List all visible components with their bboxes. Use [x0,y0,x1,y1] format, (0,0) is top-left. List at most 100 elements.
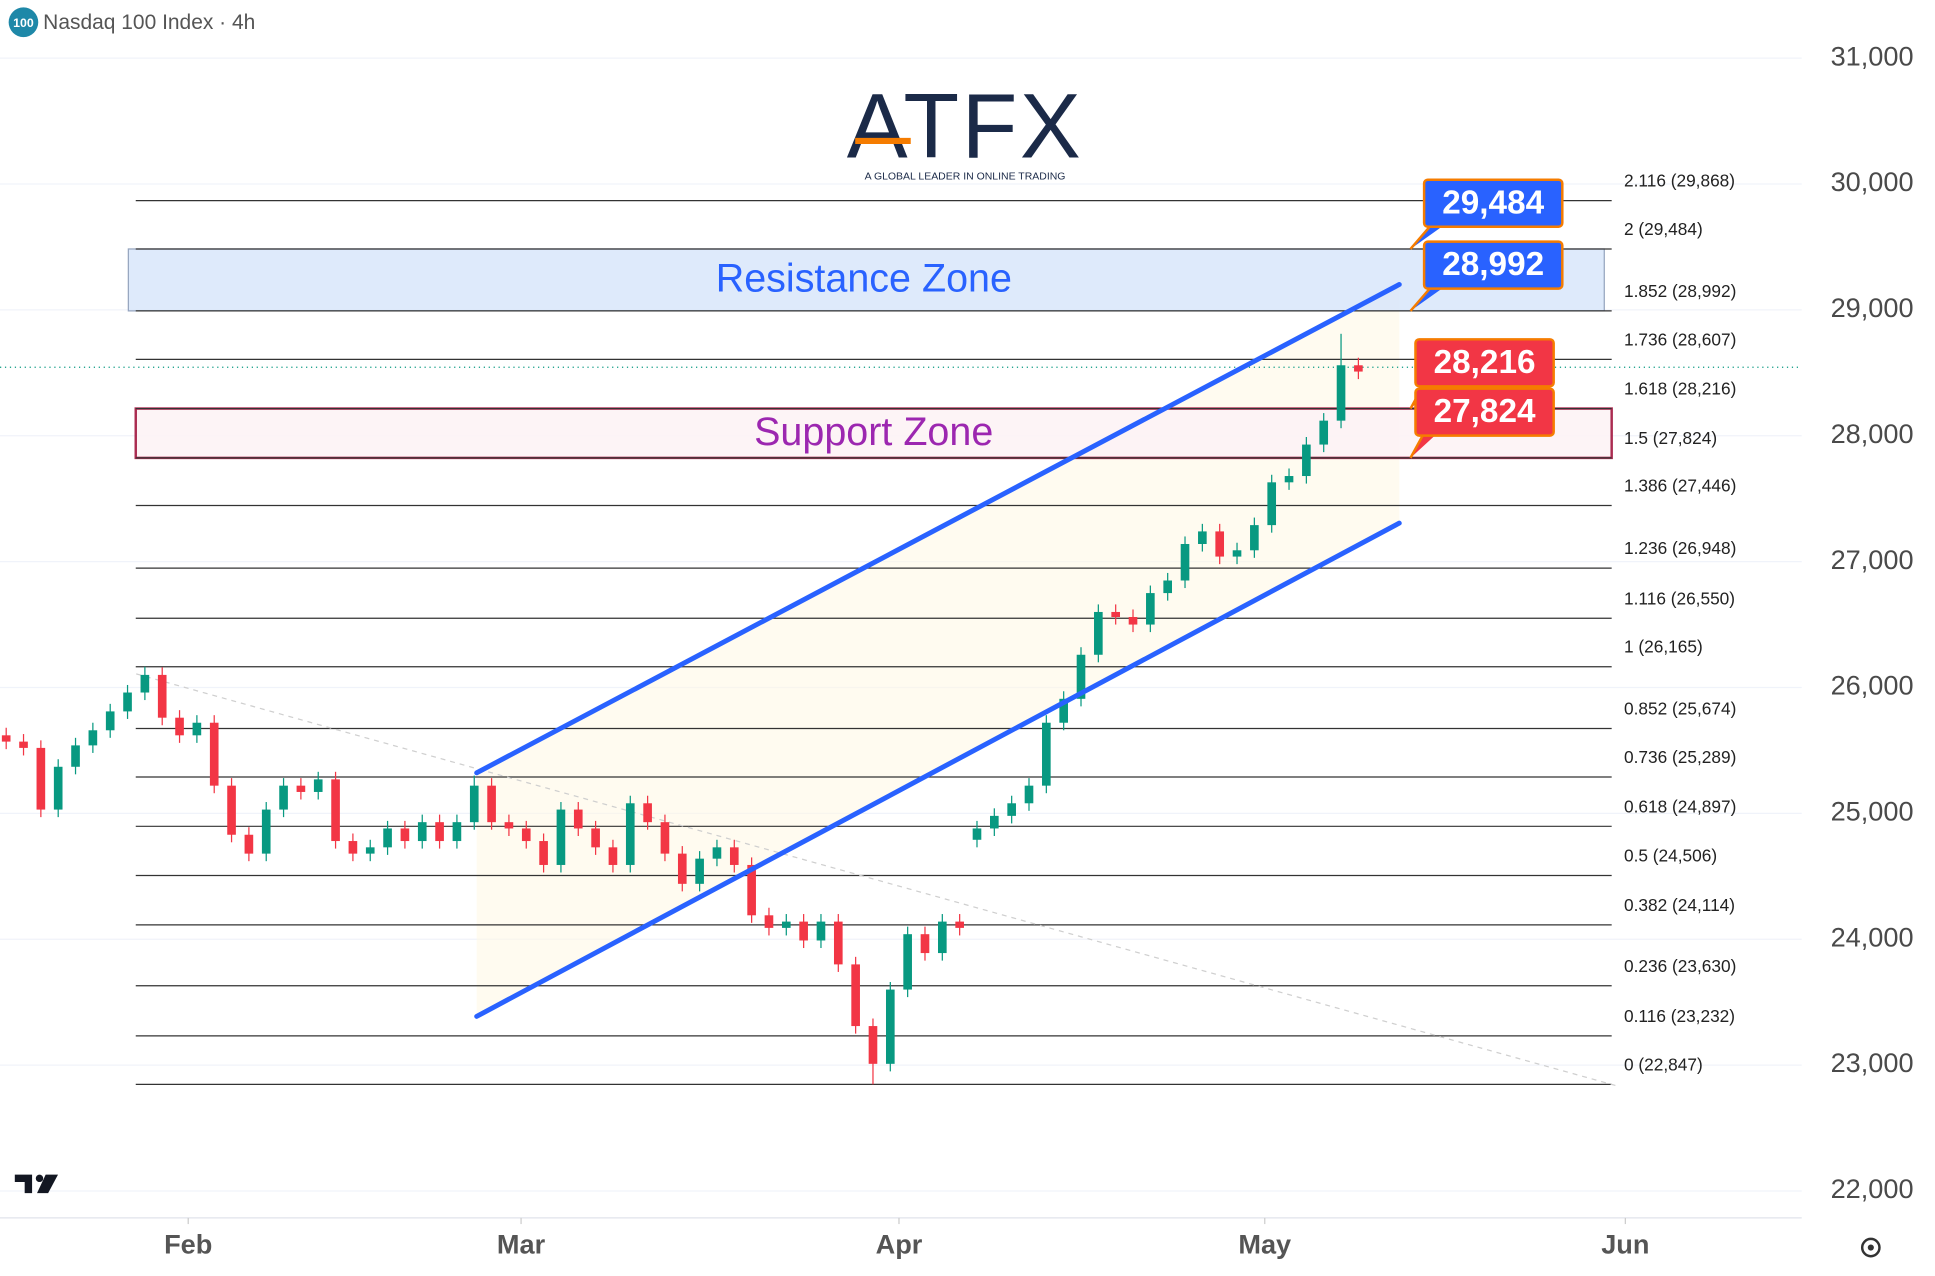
channel-line [474,281,1402,776]
candle-body [365,847,375,854]
y-tick-label: 22,000 [1831,1173,1914,1204]
channel-line [474,520,1402,1019]
settings-icon[interactable] [1860,1237,1881,1258]
candle-body [1354,365,1363,372]
candle-body [1232,550,1242,557]
candle-body [331,779,340,842]
fib-label: 0.382 (24,114) [1624,895,1735,915]
candle-body [1076,654,1086,699]
fib-label: 1.5 (27,824) [1624,428,1717,448]
candle-body [1198,531,1207,544]
candle-body [799,921,808,941]
logo-tagline: A GLOBAL LEADER IN ONLINE TRADING [865,172,1066,183]
fib-label: 0.5 (24,506) [1624,846,1717,866]
candle-body [296,785,306,792]
y-tick-label: 27,000 [1831,544,1914,575]
candle-body [1007,803,1016,816]
candle-body [608,847,618,865]
candle-body [1111,611,1120,617]
candle-body [591,828,600,848]
candle-body [1146,593,1155,625]
y-tick-label: 25,000 [1831,796,1914,827]
candle-body [452,822,462,842]
candle-body [955,921,964,928]
candle-body [868,1026,878,1064]
candle-body [279,785,288,810]
zone [134,407,1613,460]
candle-body [435,822,444,842]
candle-body [1024,785,1034,804]
tv-logo [14,1174,59,1194]
callout-box [1422,178,1564,228]
x-tick-label: Apr [876,1228,923,1259]
candle-body [1094,611,1103,655]
callout-label: 27,824 [1434,393,1536,430]
candle-body [1163,580,1173,594]
candle-body [1336,365,1346,421]
candle-body [1059,698,1068,723]
candle-body [920,934,930,954]
callout-box [1422,240,1564,290]
candle-body [573,809,583,829]
candle-body [487,785,496,823]
fib-label: 1.236 (26,948) [1624,538,1736,558]
candle-body [71,745,80,767]
chart-title: Nasdaq 100 Index · 4h [43,11,255,34]
candle-body [729,847,739,865]
candle-body [348,841,358,854]
fib-label: 0.618 (24,897) [1624,796,1736,816]
candle-body [123,692,132,712]
fib-label: 1 (26,165) [1624,637,1703,657]
x-tick-label: May [1238,1228,1291,1259]
candle-body [1,735,11,742]
candle-body [764,915,774,928]
candle-body [504,822,514,829]
candle-body [1319,420,1329,445]
y-tick-label: 26,000 [1831,670,1914,701]
candle-body [36,747,46,810]
candle-body [105,711,115,731]
fib-label: 0.736 (25,289) [1624,747,1736,767]
candle-body [521,828,531,842]
candle-body [53,766,63,810]
candle-body [643,803,652,823]
y-tick-label: 29,000 [1831,292,1914,323]
candle-body [1267,482,1277,526]
candle-body [781,921,791,928]
candle-body [1284,476,1294,483]
candle-body [261,809,271,854]
candle-body [1180,543,1190,581]
y-tick-label: 23,000 [1831,1047,1914,1078]
fib-label: 0 (22,847) [1624,1054,1703,1074]
candle-body [192,722,202,736]
candle-body [19,741,28,748]
candle-body [747,864,756,916]
fib-label: 1.386 (27,446) [1624,475,1736,495]
candle-body [209,722,219,786]
fib-label: 1.116 (26,550) [1624,588,1735,608]
y-tick-label: 30,000 [1831,166,1914,197]
candle-body [833,921,843,965]
fib-label: 2 (29,484) [1624,219,1703,239]
candle-body [539,841,548,865]
fib-label: 2.116 (29,868) [1624,171,1735,191]
candle-body [175,717,184,736]
candle-body [885,989,895,1064]
candle-body [851,964,860,1027]
candle-body [903,934,912,990]
callout-box [1414,387,1555,437]
x-tick-label: Jun [1601,1228,1649,1259]
candle-body [712,847,722,859]
callout-label: 29,484 [1442,184,1544,221]
x-tick-label: Feb [164,1228,212,1259]
zone-label: Resistance Zone [716,257,1012,301]
candle-body [400,828,410,842]
callout-box [1414,338,1555,388]
candle-body [660,822,670,854]
fib-label: 0.852 (25,674) [1624,699,1736,719]
candle-body [469,785,479,823]
candle-body [556,809,566,865]
candle-body [695,858,704,884]
